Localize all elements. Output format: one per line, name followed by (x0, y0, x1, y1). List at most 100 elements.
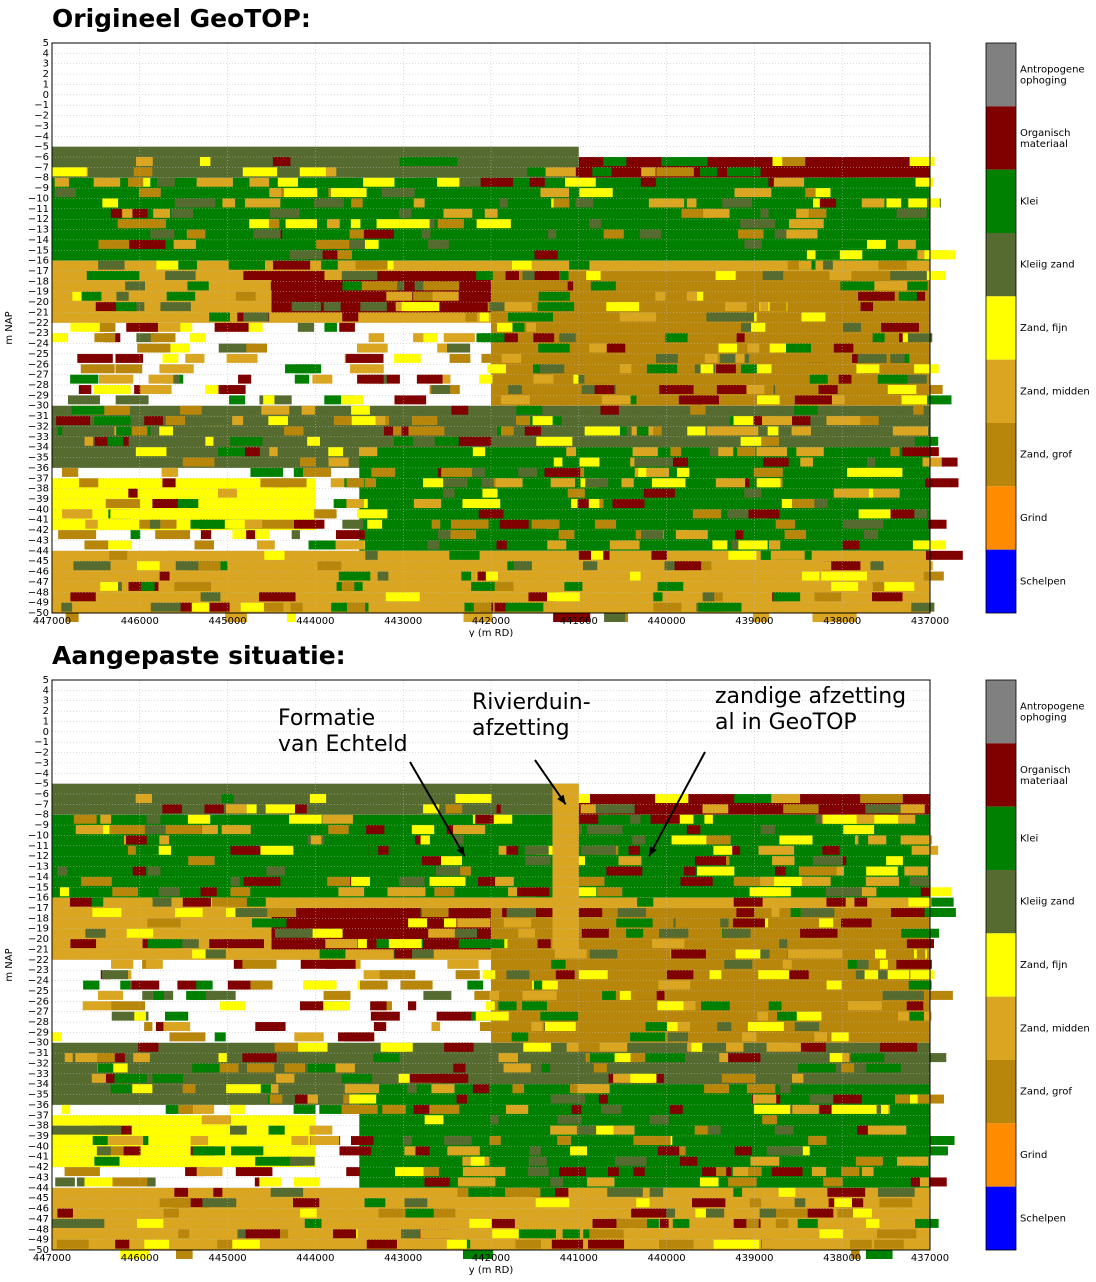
voxel-cell (481, 478, 501, 488)
voxel-cell (553, 457, 563, 467)
voxel-cell (163, 1208, 192, 1218)
voxel-cell (839, 250, 863, 260)
voxel-cell (184, 561, 221, 571)
voxel-cell (909, 157, 935, 166)
voxel-cell (829, 271, 852, 280)
voxel-cell (61, 949, 73, 959)
voxel-cell (75, 825, 104, 835)
voxel-cell (728, 1229, 758, 1239)
voxel-cell (434, 436, 473, 446)
voxel-cell (784, 530, 807, 540)
voxel-cell (152, 499, 178, 508)
voxel-cell (893, 804, 925, 814)
voxel-cell (897, 814, 916, 824)
voxel-cell (767, 426, 779, 436)
y-tick-label: 4 (43, 48, 49, 59)
voxel-cell (388, 939, 422, 949)
voxel-cell (434, 887, 455, 897)
voxel-cell (260, 845, 294, 855)
voxel-cell (516, 416, 531, 426)
voxel-cell (132, 825, 166, 835)
voxel-cell (356, 509, 388, 519)
voxel-cell (147, 918, 181, 928)
voxel-cell (571, 1104, 582, 1114)
voxel-cell (614, 1156, 647, 1166)
voxel-cell (130, 530, 141, 540)
voxel-cell (102, 1125, 122, 1135)
y-tick-label: −46 (28, 1204, 49, 1215)
voxel-cell (733, 416, 754, 426)
voxel-cell (235, 291, 256, 301)
y-tick-label: −19 (28, 287, 49, 298)
voxel-cell (922, 1053, 947, 1063)
voxel-cell (758, 571, 790, 581)
y-tick-label: −3 (34, 758, 49, 769)
voxel-cell (425, 499, 442, 508)
annotation-text: Rivierduin- (472, 690, 591, 715)
voxel-cell (341, 1073, 373, 1083)
voxel-cell (72, 1156, 104, 1166)
voxel-cell (147, 866, 161, 876)
voxel-cell (407, 1001, 417, 1011)
y-tick-label: −47 (28, 1214, 49, 1225)
voxel-cell (473, 602, 491, 612)
voxel-cell (814, 1032, 828, 1042)
voxel-cell (180, 322, 193, 332)
voxel-cell (158, 343, 190, 353)
voxel-cell (98, 374, 134, 384)
voxel-cell (926, 271, 946, 280)
voxel-cell (809, 374, 828, 384)
voxel-cell (819, 198, 837, 208)
y-tick-label: 0 (43, 727, 49, 738)
voxel-cell (138, 188, 161, 198)
voxel-cell (301, 405, 315, 415)
voxel-cell (584, 374, 622, 384)
voxel-cell (763, 876, 801, 886)
voxel-cell (875, 949, 886, 959)
voxel-cell (471, 581, 495, 591)
voxel-cell (461, 571, 472, 581)
voxel-cell (586, 499, 600, 508)
voxel-cell (592, 1218, 626, 1228)
voxel-cell (629, 571, 641, 581)
voxel-cell (454, 928, 478, 938)
voxel-cell (643, 488, 675, 498)
voxel-cell (512, 1084, 525, 1094)
voxel-cell (443, 918, 457, 928)
voxel-cell (142, 1125, 176, 1135)
voxel-cell (791, 980, 808, 990)
voxel-cell (768, 540, 781, 550)
voxel-cell (52, 167, 87, 177)
voxel-cell (514, 1042, 532, 1052)
voxel-cell (756, 447, 787, 457)
voxel-cell (458, 436, 492, 446)
voxel-cell (766, 1146, 803, 1156)
voxel-cell (721, 1073, 756, 1083)
voxel-cell (138, 1042, 159, 1052)
voxel-cell (479, 374, 493, 384)
voxel-cell (673, 1022, 691, 1031)
voxel-cell (634, 467, 670, 477)
voxel-cell (101, 970, 129, 980)
voxel-cell (693, 291, 704, 301)
voxel-cell (270, 1187, 304, 1197)
voxel-cell (128, 488, 138, 498)
voxel-cell (819, 157, 845, 166)
voxel-cell (273, 478, 307, 488)
voxel-cell (735, 949, 761, 959)
voxel-cell (900, 835, 933, 845)
legend-swatch (986, 680, 1016, 744)
voxel-cell (209, 602, 230, 612)
voxel-cell (861, 198, 885, 208)
voxel-cell (831, 1032, 849, 1042)
voxel-cell (606, 374, 641, 384)
y-tick-label: −50 (28, 1245, 49, 1256)
voxel-cell (454, 835, 464, 845)
voxel-cell (409, 1073, 445, 1083)
voxel-cell (139, 519, 157, 529)
voxel-cell (897, 1229, 917, 1239)
voxel-cell (511, 260, 532, 270)
voxel-cell (890, 353, 905, 363)
voxel-cell (199, 157, 211, 166)
voxel-cell (126, 928, 154, 938)
